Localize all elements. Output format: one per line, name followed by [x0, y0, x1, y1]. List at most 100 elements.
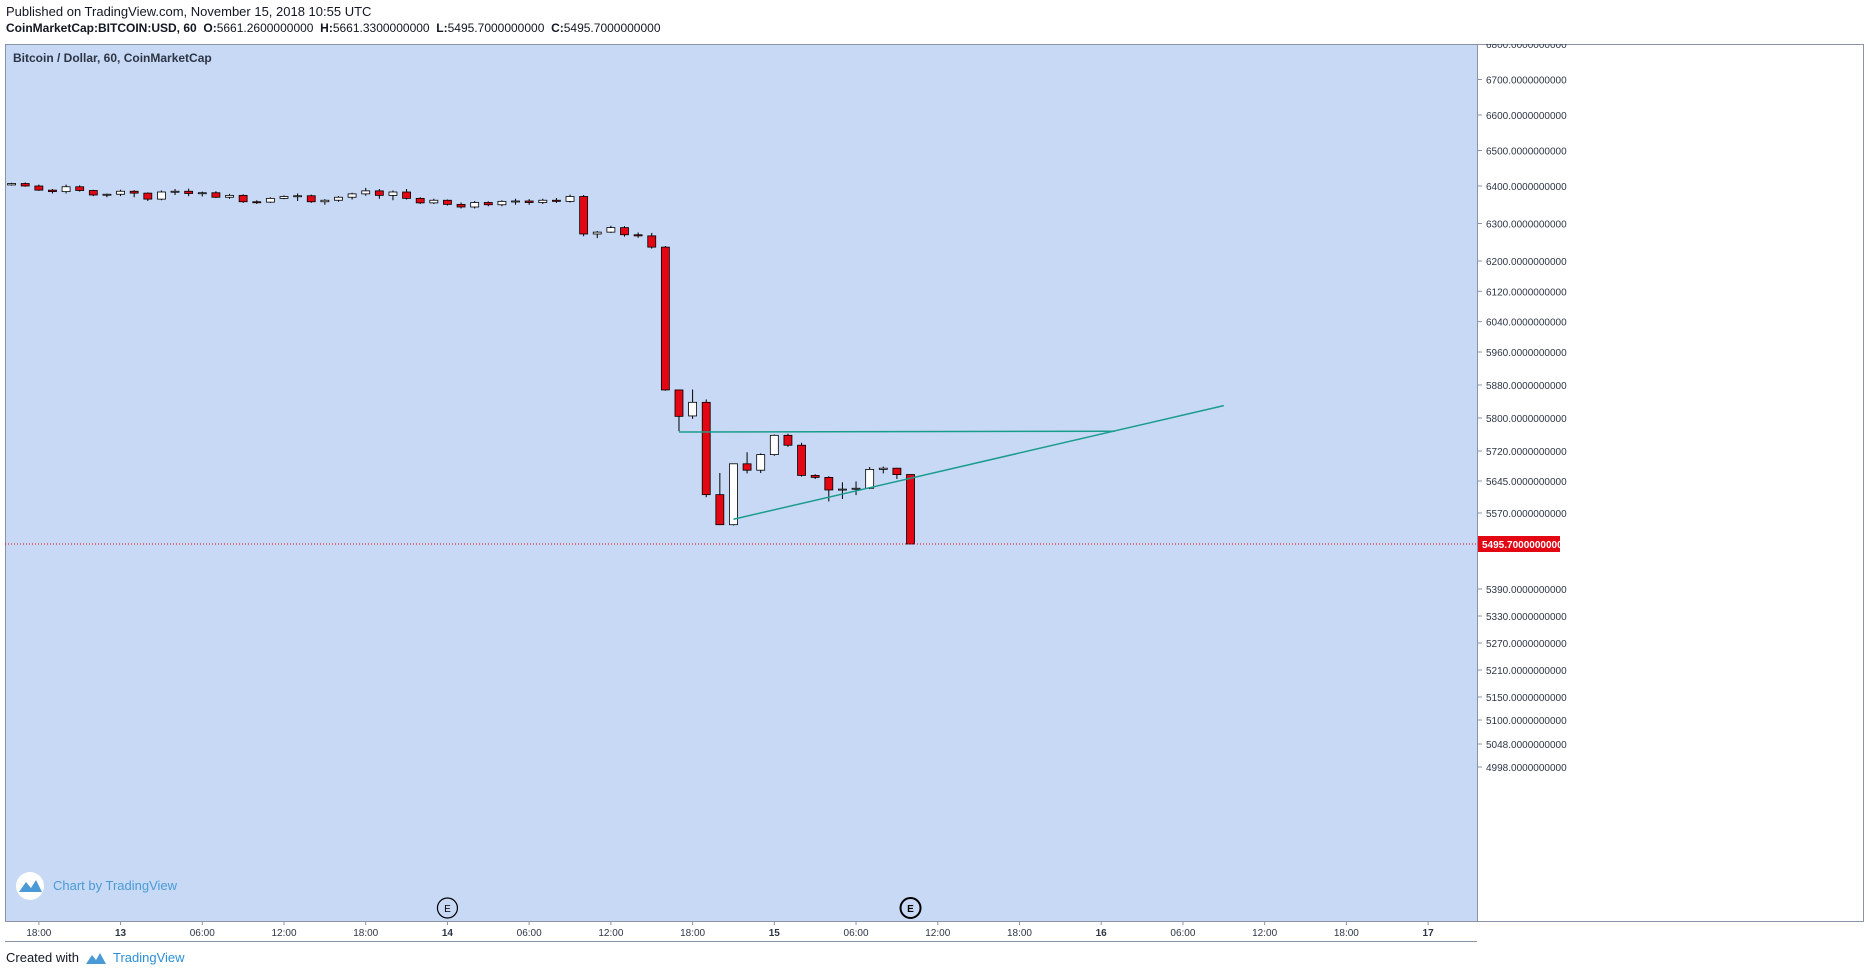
earnings-event-marker[interactable]: E — [436, 897, 459, 919]
low-label: L: — [436, 21, 448, 35]
time-tick-label: 12:00 — [925, 928, 950, 939]
rising-support-line[interactable] — [733, 404, 1224, 520]
published-notice: Published on TradingView.com, November 1… — [6, 4, 372, 19]
price-tick-label: 5880.0000000000 — [1486, 381, 1567, 392]
chart-container[interactable]: Bitcoin / Dollar, 60, CoinMarketCap 6800… — [5, 40, 1864, 944]
price-tick-label: 5720.0000000000 — [1486, 447, 1567, 458]
time-tick-label: 06:00 — [517, 928, 542, 939]
time-tick-label: 06:00 — [844, 928, 869, 939]
candle — [524, 199, 534, 205]
time-tick-label: 18:00 — [26, 928, 51, 939]
candle-body — [538, 199, 548, 203]
candle — [660, 246, 670, 391]
candle — [265, 197, 275, 203]
price-axis-labels: 6800.0000000000 6700.0000000000 6600.00000… — [5, 40, 1567, 774]
candle-body — [756, 454, 766, 471]
candle-body — [61, 186, 71, 193]
candle — [838, 482, 847, 499]
candle — [211, 191, 221, 198]
tradingview-link[interactable]: TradingView — [112, 950, 185, 965]
candle-body — [157, 191, 166, 200]
candle-body — [293, 195, 303, 198]
watermark-text: Chart by TradingView — [53, 878, 178, 893]
candle-body — [20, 183, 30, 187]
candle-body — [184, 190, 194, 194]
candle — [606, 225, 616, 233]
time-tick-label: 14 — [442, 928, 454, 939]
candle-body — [783, 434, 793, 446]
candle — [374, 189, 384, 199]
candle — [61, 184, 71, 194]
candle-body — [729, 463, 738, 526]
candle-body — [620, 227, 629, 236]
candle — [579, 195, 589, 237]
symbol-label: CoinMarketCap:BITCOIN:USD, 60 — [6, 21, 197, 35]
time-tick-label: 17 — [1423, 928, 1435, 939]
candle-body — [565, 196, 575, 202]
candle-body — [606, 227, 616, 233]
price-tick-label: 5960.0000000000 — [1486, 348, 1567, 359]
candle — [810, 474, 820, 479]
candle-body — [225, 194, 234, 198]
candle-body — [647, 235, 657, 248]
candle-body — [878, 467, 888, 470]
candle-body — [892, 467, 902, 476]
cloud-icon — [19, 880, 42, 892]
candle — [538, 198, 548, 204]
price-tick-label: 5645.0000000000 — [1486, 477, 1567, 488]
price-tick-label: 5570.0000000000 — [1486, 509, 1567, 520]
candle-body — [742, 463, 752, 471]
trendlines-group[interactable] — [678, 404, 1224, 520]
earnings-event-marker[interactable]: E — [899, 897, 922, 919]
price-tick-label: 6700.0000000000 — [1486, 76, 1567, 87]
candle-body — [579, 196, 589, 235]
tradingview-watermark[interactable]: Chart by TradingView — [16, 872, 178, 900]
price-tick-label: 5100.0000000000 — [1486, 716, 1567, 727]
price-axis[interactable] — [1477, 44, 1864, 922]
candle — [483, 201, 493, 207]
price-tick-label: 6400.0000000000 — [1486, 182, 1567, 193]
price-tick-label: 6200.0000000000 — [1486, 257, 1567, 268]
candle-body — [552, 199, 561, 202]
candle — [184, 188, 194, 197]
candle — [415, 197, 425, 204]
candle-body — [497, 200, 507, 206]
event-circle — [899, 897, 922, 919]
candle — [402, 189, 411, 200]
event-label: E — [907, 904, 914, 915]
candle — [20, 182, 30, 187]
candle — [429, 198, 439, 204]
candle-body — [443, 199, 452, 205]
event-circle — [436, 897, 459, 919]
candle — [497, 200, 507, 207]
event-label: E — [444, 904, 451, 915]
created-with-label: Created with — [6, 950, 79, 965]
time-tick-label: 12:00 — [271, 928, 296, 939]
candle-body — [116, 190, 125, 195]
candle — [620, 226, 629, 237]
candle-body — [810, 474, 820, 478]
price-tick-label: 6500.0000000000 — [1486, 147, 1567, 158]
time-tick-label: 12:00 — [1252, 928, 1277, 939]
candle — [851, 481, 861, 496]
candle — [456, 202, 466, 209]
price-tick-label: 5800.0000000000 — [1486, 414, 1567, 425]
time-axis-labels: 18:00 13 06:00 12:00 18:00 14 06:00 12:00 18:00 1… — [26, 921, 1434, 939]
time-tick-label: 16 — [1096, 928, 1108, 939]
candle-body — [769, 434, 779, 456]
close-value: 5495.7000000000 — [563, 21, 661, 35]
candle-body — [143, 192, 153, 200]
candle-body — [88, 190, 98, 196]
candlestick-chart[interactable]: Bitcoin / Dollar, 60, CoinMarketCap 6800… — [5, 40, 1864, 944]
plot-area[interactable] — [5, 44, 1478, 922]
candles-group — [7, 182, 915, 545]
candle-body — [865, 468, 875, 489]
low-value: 5495.7000000000 — [447, 21, 545, 35]
resistance-line[interactable] — [678, 430, 1115, 433]
time-tick-label: 12:00 — [598, 928, 623, 939]
candle — [320, 199, 330, 205]
candle — [565, 194, 575, 203]
candle — [729, 463, 738, 526]
ohlc-info: CoinMarketCap:BITCOIN:USD, 60 O:5661.260… — [6, 21, 661, 35]
